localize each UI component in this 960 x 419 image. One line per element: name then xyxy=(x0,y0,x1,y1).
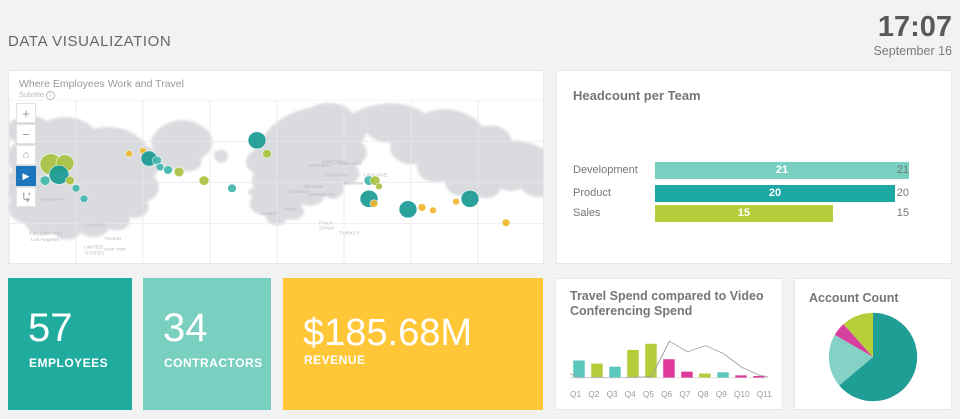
svg-text:Stockholm: Stockholm xyxy=(324,173,348,179)
svg-text:FINLAND: FINLAND xyxy=(339,161,362,167)
svg-text:San Francisco: San Francisco xyxy=(29,230,62,236)
svg-text:CANADA: CANADA xyxy=(84,223,106,229)
svg-text:SPAIN: SPAIN xyxy=(319,226,335,232)
svg-text:TURKEY: TURKEY xyxy=(339,230,361,236)
svg-text:NORWAY: NORWAY xyxy=(309,163,332,169)
svg-text:Toronto: Toronto xyxy=(104,236,121,242)
svg-text:New York: New York xyxy=(104,247,126,253)
svg-text:Toronto2: Toronto2 xyxy=(289,189,309,195)
svg-text:Los Angeles: Los Angeles xyxy=(31,237,60,243)
svg-text:Madrid: Madrid xyxy=(261,211,277,217)
svg-text:Vancouver: Vancouver xyxy=(39,197,64,203)
svg-text:STATES: STATES xyxy=(85,251,105,257)
svg-text:Moscow: Moscow xyxy=(344,181,363,187)
svg-text:Milan: Milan xyxy=(284,206,297,212)
svg-text:GERMANY: GERMANY xyxy=(309,192,336,198)
